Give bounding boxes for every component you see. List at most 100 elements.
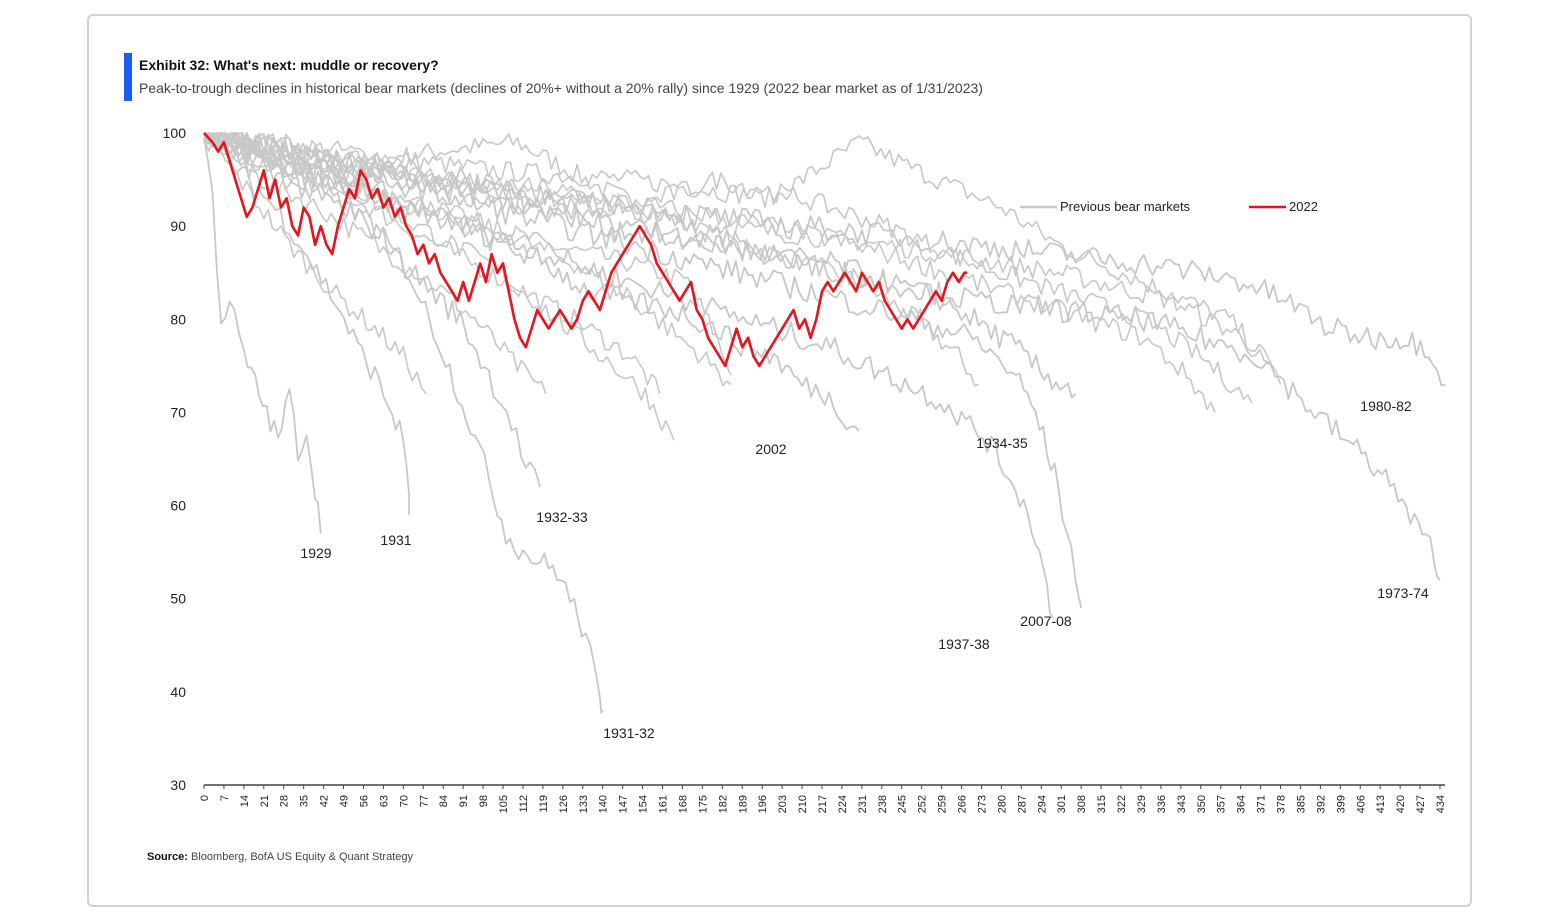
exhibit-accent-bar bbox=[124, 53, 132, 101]
previous-bear-market-line bbox=[203, 132, 1273, 367]
series-label-1934-35: 1934-35 bbox=[976, 435, 1028, 451]
x-tick-label: 350 bbox=[1196, 795, 1208, 813]
previous-bear-market-line-1980-82 bbox=[204, 132, 1446, 387]
x-tick-label: 266 bbox=[957, 795, 969, 813]
x-tick-label: 245 bbox=[897, 795, 909, 813]
y-tick-label: 40 bbox=[170, 684, 186, 700]
series-label-2007-08: 2007-08 bbox=[1020, 613, 1072, 629]
source-note: Source: Bloomberg, BofA US Equity & Quan… bbox=[147, 851, 413, 863]
series-label-1932-33: 1932-33 bbox=[536, 509, 588, 525]
x-tick-label: 273 bbox=[976, 795, 988, 813]
previous-bear-market-line bbox=[203, 132, 1253, 404]
x-tick-label: 406 bbox=[1355, 795, 1367, 813]
x-tick-label: 182 bbox=[717, 795, 729, 813]
previous-bear-market-line-1973-74 bbox=[203, 132, 1441, 581]
legend-label-previous: Previous bear markets bbox=[1060, 199, 1191, 214]
series-label-1929: 1929 bbox=[300, 545, 331, 561]
chart-title: Exhibit 32: What's next: muddle or recov… bbox=[139, 57, 439, 73]
x-tick-label: 420 bbox=[1395, 795, 1407, 813]
x-tick-label: 42 bbox=[319, 795, 331, 807]
x-tick-label: 301 bbox=[1056, 795, 1068, 813]
x-tick-label: 112 bbox=[518, 795, 530, 813]
x-tick-label: 35 bbox=[299, 795, 311, 807]
x-tick-label: 161 bbox=[658, 795, 670, 813]
x-tick-label: 238 bbox=[877, 795, 889, 813]
x-tick-label: 28 bbox=[279, 795, 291, 807]
x-tick-label: 329 bbox=[1136, 795, 1148, 813]
x-tick-label: 196 bbox=[757, 795, 769, 813]
series-label-1931-32: 1931-32 bbox=[603, 725, 655, 741]
previous-bear-market-line-1931-32 bbox=[203, 132, 604, 714]
x-tick-label: 189 bbox=[737, 795, 749, 813]
x-tick-label: 217 bbox=[817, 795, 829, 813]
x-tick-label: 147 bbox=[618, 795, 630, 813]
x-tick-label: 399 bbox=[1335, 795, 1347, 813]
x-tick-label: 105 bbox=[498, 795, 510, 813]
x-tick-label: 210 bbox=[797, 795, 809, 813]
x-tick-label: 385 bbox=[1295, 795, 1307, 813]
x-tick-label: 7 bbox=[219, 795, 231, 801]
previous-bear-market-line bbox=[203, 132, 427, 395]
source-text: Bloomberg, BofA US Equity & Quant Strate… bbox=[187, 851, 413, 863]
x-tick-label: 343 bbox=[1176, 795, 1188, 813]
x-tick-label: 63 bbox=[378, 795, 390, 807]
x-tick-label: 56 bbox=[358, 795, 370, 807]
x-tick-label: 371 bbox=[1256, 795, 1268, 813]
previous-bear-market-line-1929 bbox=[203, 136, 322, 534]
x-tick-label: 119 bbox=[538, 795, 550, 813]
y-tick-label: 90 bbox=[170, 218, 186, 234]
x-tick-label: 322 bbox=[1116, 795, 1128, 813]
y-tick-label: 100 bbox=[163, 125, 187, 141]
x-tick-label: 434 bbox=[1435, 795, 1447, 813]
x-tick-label: 378 bbox=[1276, 795, 1288, 813]
previous-bear-market-line bbox=[204, 132, 547, 395]
previous-bear-market-line bbox=[203, 132, 675, 441]
x-tick-label: 77 bbox=[418, 795, 430, 807]
previous-bear-market-line bbox=[203, 132, 732, 376]
series-2022-line bbox=[203, 132, 968, 368]
x-tick-label: 231 bbox=[857, 795, 869, 813]
x-tick-label: 259 bbox=[937, 795, 949, 813]
x-tick-label: 357 bbox=[1216, 795, 1228, 813]
series-label-1931: 1931 bbox=[380, 532, 411, 548]
x-tick-label: 336 bbox=[1156, 795, 1168, 813]
chart-subtitle: Peak-to-trough declines in historical be… bbox=[139, 80, 983, 96]
x-tick-label: 364 bbox=[1236, 795, 1248, 813]
x-tick-label: 175 bbox=[697, 795, 709, 813]
x-tick-label: 168 bbox=[677, 795, 689, 813]
x-tick-label: 413 bbox=[1375, 795, 1387, 813]
x-tick-label: 140 bbox=[598, 795, 610, 813]
x-tick-label: 308 bbox=[1076, 795, 1088, 813]
x-tick-label: 392 bbox=[1315, 795, 1327, 813]
y-tick-label: 50 bbox=[170, 591, 186, 607]
series-label-1973-74: 1973-74 bbox=[1377, 585, 1429, 601]
x-tick-label: 98 bbox=[478, 795, 490, 807]
x-tick-label: 280 bbox=[996, 795, 1008, 813]
x-tick-label: 0 bbox=[199, 795, 211, 801]
x-tick-label: 84 bbox=[438, 795, 450, 807]
x-tick-label: 21 bbox=[259, 795, 271, 807]
x-tick-label: 154 bbox=[638, 795, 650, 813]
x-tick-label: 315 bbox=[1096, 795, 1108, 813]
previous-bear-market-line-1931 bbox=[203, 138, 410, 515]
x-tick-label: 133 bbox=[578, 795, 590, 813]
x-tick-label: 49 bbox=[339, 795, 351, 807]
x-tick-label: 294 bbox=[1036, 795, 1048, 813]
y-tick-label: 60 bbox=[170, 498, 186, 514]
x-tick-label: 14 bbox=[239, 795, 251, 807]
series-label-2002: 2002 bbox=[755, 441, 786, 457]
x-tick-label: 287 bbox=[1016, 795, 1028, 813]
x-tick-label: 70 bbox=[398, 795, 410, 807]
previous-bear-market-line-2007-08 bbox=[203, 132, 1083, 609]
y-tick-label: 70 bbox=[170, 404, 186, 420]
y-tick-label: 80 bbox=[170, 311, 186, 327]
source-label: Source: bbox=[147, 851, 188, 863]
series-label-1937-38: 1937-38 bbox=[938, 636, 990, 652]
series-label-1980-82: 1980-82 bbox=[1360, 398, 1412, 414]
x-tick-label: 427 bbox=[1415, 795, 1427, 813]
y-tick-label: 30 bbox=[170, 777, 186, 793]
x-tick-label: 224 bbox=[837, 795, 849, 813]
x-tick-label: 126 bbox=[558, 795, 570, 813]
x-tick-label: 203 bbox=[777, 795, 789, 813]
